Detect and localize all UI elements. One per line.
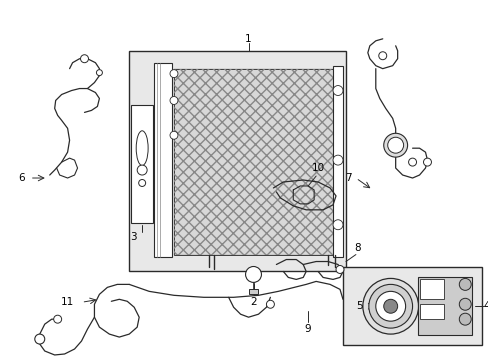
Circle shape <box>245 266 261 282</box>
Circle shape <box>387 137 403 153</box>
Polygon shape <box>174 69 337 255</box>
Circle shape <box>170 96 178 104</box>
Circle shape <box>335 265 343 274</box>
Circle shape <box>137 165 147 175</box>
Ellipse shape <box>136 131 148 166</box>
Circle shape <box>375 291 405 321</box>
Circle shape <box>170 131 178 139</box>
Circle shape <box>383 299 397 313</box>
Circle shape <box>458 313 470 325</box>
Circle shape <box>81 55 88 63</box>
Text: 8: 8 <box>354 243 361 253</box>
Circle shape <box>368 284 412 328</box>
Bar <box>332 66 342 257</box>
Circle shape <box>332 220 342 230</box>
Bar <box>154 63 172 257</box>
Circle shape <box>458 278 470 291</box>
Text: 11: 11 <box>61 297 74 307</box>
Circle shape <box>332 155 342 165</box>
Circle shape <box>332 86 342 95</box>
Circle shape <box>54 315 61 323</box>
Bar <box>131 105 153 223</box>
Circle shape <box>423 158 430 166</box>
Bar <box>417 278 471 335</box>
Text: 4: 4 <box>483 301 488 311</box>
Bar <box>419 279 444 299</box>
Text: 7: 7 <box>344 173 350 183</box>
Circle shape <box>266 300 274 308</box>
Circle shape <box>170 69 178 78</box>
Circle shape <box>378 52 386 60</box>
Text: 3: 3 <box>130 232 136 242</box>
Circle shape <box>408 158 416 166</box>
Bar <box>419 304 444 319</box>
Circle shape <box>35 334 44 344</box>
Bar <box>342 267 481 345</box>
Bar <box>248 289 258 294</box>
Circle shape <box>383 133 407 157</box>
Text: 6: 6 <box>19 173 25 183</box>
Circle shape <box>96 69 102 76</box>
Circle shape <box>139 180 145 186</box>
Text: 10: 10 <box>311 163 324 173</box>
Text: 2: 2 <box>250 297 256 307</box>
Circle shape <box>362 278 418 334</box>
Text: 1: 1 <box>244 34 251 44</box>
Circle shape <box>458 298 470 310</box>
Text: 9: 9 <box>304 324 311 334</box>
Text: 5: 5 <box>356 301 363 311</box>
Polygon shape <box>129 51 345 271</box>
